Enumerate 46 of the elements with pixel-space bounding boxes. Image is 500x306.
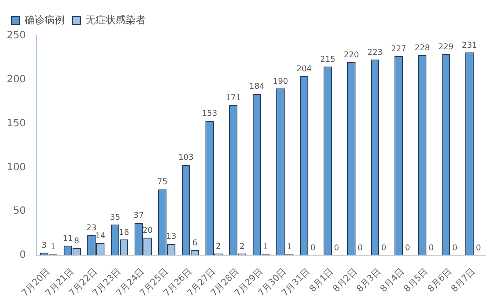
data-label: 20 — [142, 226, 153, 236]
data-label: 229 — [438, 42, 454, 52]
data-label: 153 — [202, 109, 218, 118]
y-tick-label: 0 — [20, 250, 26, 262]
data-label: 220 — [344, 50, 360, 60]
data-label: 8 — [74, 236, 80, 246]
data-label: 0 — [405, 244, 410, 253]
data-label: 190 — [273, 76, 288, 86]
data-label: 0 — [382, 244, 387, 253]
legend-label: 确诊病例 — [24, 14, 65, 27]
data-label: 14 — [95, 231, 106, 240]
data-label: 0 — [310, 244, 316, 253]
data-label: 35 — [110, 212, 120, 222]
data-label: 204 — [296, 64, 312, 74]
data-label: 75 — [158, 178, 168, 187]
data-label: 11 — [63, 234, 74, 243]
data-label: 1 — [50, 242, 56, 252]
y-tick-label: 50 — [13, 206, 26, 218]
data-label: 37 — [134, 211, 144, 220]
data-label: 6 — [192, 238, 198, 248]
data-label: 1 — [263, 242, 269, 252]
data-label: 0 — [334, 244, 340, 253]
data-label: 215 — [320, 54, 336, 64]
data-label: 0 — [452, 244, 458, 253]
data-label: 228 — [414, 43, 430, 52]
y-tick-label: 100 — [6, 162, 26, 174]
y-tick-label: 200 — [6, 74, 26, 86]
y-tick-label: 150 — [6, 118, 26, 130]
data-label: 0 — [428, 244, 434, 253]
data-label: 2 — [240, 242, 245, 251]
data-label: 223 — [368, 48, 383, 57]
data-label: 103 — [178, 153, 194, 162]
data-label: 3 — [42, 240, 48, 250]
data-label: 23 — [86, 223, 97, 232]
legend-label: 无症状感染者 — [86, 14, 146, 27]
data-label: 171 — [226, 93, 242, 102]
data-label: 1 — [287, 242, 292, 252]
data-label: 231 — [462, 40, 478, 50]
data-label: 13 — [166, 232, 177, 242]
data-label: 227 — [391, 44, 407, 54]
data-label: 0 — [476, 244, 482, 253]
y-tick-label: 250 — [6, 30, 26, 42]
data-label: 18 — [119, 228, 130, 237]
data-label: 2 — [216, 242, 222, 251]
data-label: 0 — [358, 244, 364, 253]
data-label: 184 — [249, 82, 265, 92]
